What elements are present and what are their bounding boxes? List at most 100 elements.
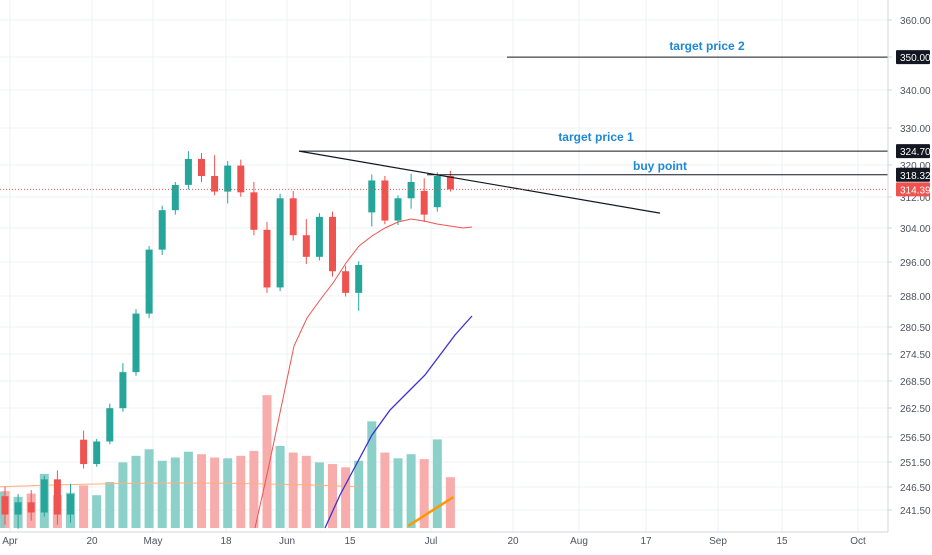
candle-body: [394, 198, 402, 221]
time-tick-label: 20: [86, 536, 98, 547]
time-tick-label: Sep: [709, 536, 727, 547]
candle: [250, 181, 258, 236]
candle-body: [381, 180, 389, 221]
candle: [420, 178, 428, 223]
candle-body: [263, 229, 271, 288]
volume-bar: [183, 451, 193, 528]
volume-bar: [354, 460, 364, 528]
volume-bar: [249, 450, 259, 528]
annotation-label: buy point: [633, 159, 687, 173]
candle: [211, 155, 219, 196]
volume-bar: [314, 462, 324, 528]
time-tick-label: Jun: [279, 536, 295, 547]
candle-body: [171, 184, 179, 211]
price-tag-label: 350.00: [900, 53, 931, 64]
volume-bar: [197, 454, 206, 528]
candle-body: [27, 502, 35, 513]
volume-bar: [262, 395, 272, 528]
volume-bar: [328, 464, 337, 528]
candle: [40, 475, 48, 517]
volume-bar: [170, 457, 180, 528]
current-price-tag-box: [896, 182, 930, 197]
price-tick-label: 296.00: [900, 258, 931, 269]
candle: [119, 363, 127, 412]
candle-body: [14, 502, 22, 515]
candle-body: [433, 176, 441, 208]
candle: [342, 265, 350, 297]
volume-bar: [131, 455, 141, 528]
time-tick-label: Jul: [425, 536, 438, 547]
candle-body: [224, 165, 232, 192]
volume-bar: [144, 449, 154, 528]
volume-bar: [445, 477, 455, 528]
candle: [198, 152, 205, 182]
candle-body: [289, 198, 297, 236]
candle-body: [93, 441, 101, 465]
candle-body: [80, 439, 88, 465]
time-tick-label: Oct: [850, 536, 866, 547]
volume-bar: [380, 452, 390, 528]
candle-body: [446, 176, 454, 190]
drawings[interactable]: [0, 56, 888, 214]
candle: [355, 261, 363, 311]
candle-body: [302, 235, 310, 257]
moving-averages: [0, 218, 473, 529]
price-tick-label: 288.00: [900, 292, 931, 303]
candle-body: [184, 158, 192, 185]
volume-bar: [236, 455, 246, 528]
price-tick-label: 312.00: [900, 193, 931, 204]
volume-bar: [223, 458, 233, 528]
candle: [27, 490, 35, 521]
candle-body: [276, 198, 284, 288]
volume-bar: [210, 457, 220, 528]
time-tick-label: Apr: [2, 536, 18, 547]
candle-body: [198, 158, 205, 176]
time-axis[interactable]: Apr 20 May 18 Jun 15 Jul 20 Aug 17 Sep 15 Oct: [2, 536, 866, 547]
candle: [184, 151, 192, 190]
candle: [368, 174, 376, 227]
candle-body: [106, 408, 114, 442]
current-price-tag-label: 314.39: [900, 185, 931, 196]
price-tick-label: 320.00: [900, 161, 931, 172]
volume-bar: [288, 452, 298, 528]
price-axis[interactable]: 360.00 350.00 340.00 330.00 320.00 312.00 304.…: [888, 16, 931, 517]
candles[interactable]: [1, 151, 454, 529]
price-tag-label: 318.32: [900, 171, 931, 182]
candle: [394, 195, 402, 226]
volume-bar: [92, 495, 102, 528]
candle: [446, 170, 454, 192]
volume-bar: [406, 454, 416, 528]
price-tick-label: 256.50: [900, 433, 931, 444]
price-tick-label: 340.00: [900, 86, 931, 97]
candle: [145, 246, 153, 319]
candle-body: [145, 249, 153, 314]
candle-body: [329, 216, 336, 272]
candle-body: [158, 210, 166, 250]
volume-bar: [157, 460, 167, 528]
candle-body: [53, 479, 61, 515]
candle-body: [407, 181, 415, 199]
volume-bar: [0, 492, 2, 528]
candle-body: [368, 180, 376, 213]
price-tick-label: 268.50: [900, 377, 931, 388]
candle: [14, 494, 22, 529]
fast-moving-average-line: [254, 218, 473, 529]
candle: [80, 430, 88, 469]
candle: [433, 172, 441, 212]
price-tick-label: 246.50: [900, 483, 931, 494]
mid-moving-average-line: [324, 315, 473, 529]
candle: [93, 438, 101, 467]
volume-ma-line: [0, 482, 359, 488]
price-tag-box: [896, 144, 930, 159]
candle: [381, 176, 389, 225]
volume-bar: [105, 482, 115, 528]
time-tick-label: 15: [344, 536, 356, 547]
candle: [67, 483, 74, 523]
candle: [302, 219, 310, 265]
volume-bar: [301, 455, 311, 528]
time-tick-label: 17: [640, 536, 652, 547]
candle: [289, 190, 297, 241]
volume-bar: [341, 467, 351, 528]
candle-body: [250, 192, 258, 230]
